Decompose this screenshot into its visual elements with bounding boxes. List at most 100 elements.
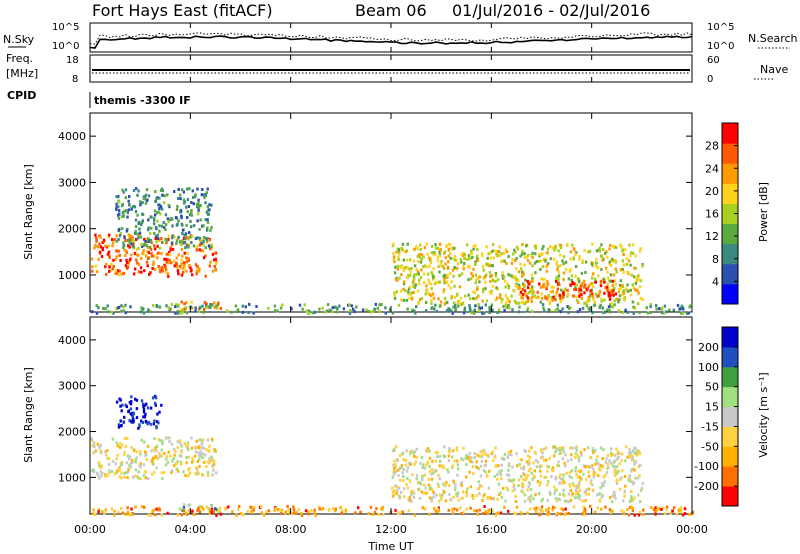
scatter-cell-559 xyxy=(117,237,120,241)
scatter-cell-1351 xyxy=(426,272,430,276)
scatter-cell-1660 xyxy=(562,293,565,296)
scatter-cell-1376 xyxy=(621,283,624,287)
scatter-cell-1081 xyxy=(604,266,608,270)
scatter-cell-1264 xyxy=(634,447,637,451)
scatter-cell-190 xyxy=(160,266,163,270)
scatter-cell-31 xyxy=(98,476,101,480)
scatter-cell-965 xyxy=(397,255,400,259)
scatter-cell-10 xyxy=(178,454,182,458)
scatter-cell-1131 xyxy=(554,246,557,250)
scatter-cell-758 xyxy=(348,312,352,315)
scatter-cell-250 xyxy=(119,442,122,446)
scatter-cell-1080 xyxy=(546,498,549,502)
scatter-cell-1441 xyxy=(524,292,528,296)
scatter-cell-696 xyxy=(454,303,457,307)
scatter-cell-585 xyxy=(183,302,186,306)
scatter-cell-1132 xyxy=(558,498,562,502)
scatter-cell-27 xyxy=(163,263,166,267)
scatter-cell-475 xyxy=(131,512,134,516)
scatter-cell-262 xyxy=(119,462,123,466)
scatter-cell-975 xyxy=(601,248,605,251)
scatter-cell-894 xyxy=(620,476,623,480)
scatter-cell-1294 xyxy=(601,258,604,262)
scatter-cell-1159 xyxy=(456,292,459,296)
scatter-cell-1028 xyxy=(497,482,501,486)
scatter-cell-1232 xyxy=(398,495,402,499)
scatter-cell-890 xyxy=(482,495,485,498)
scatter-cell-1419 xyxy=(521,270,524,274)
scatter-cell-132 xyxy=(187,473,190,477)
scatter-cell-33 xyxy=(101,471,104,475)
x-tick-label: 08:00 xyxy=(275,523,307,536)
scatter-cell-1196 xyxy=(430,488,434,492)
freq-label: Freq. xyxy=(6,52,33,65)
scatter-cell-817 xyxy=(571,446,574,450)
scatter-cell-526 xyxy=(206,218,209,222)
scatter-cell-1051 xyxy=(559,446,562,450)
scatter-cell-454 xyxy=(652,508,656,512)
scatter-cell-363 xyxy=(214,507,217,511)
scatter-cell-1021 xyxy=(569,498,573,502)
scatter-cell-947 xyxy=(608,262,611,266)
scatter-cell-541 xyxy=(394,508,397,512)
scatter-cell-1438 xyxy=(583,249,586,253)
scatter-cell-291 xyxy=(145,420,148,424)
scatter-cell-1300 xyxy=(484,470,487,474)
scatter-cell-0 xyxy=(193,454,197,458)
scatter-cell-1246 xyxy=(436,246,439,250)
scatter-cell-562 xyxy=(134,505,137,509)
scatter-cell-1017 xyxy=(536,480,540,484)
scatter-cell-1098 xyxy=(496,477,499,481)
scatter-cell-897 xyxy=(512,478,515,482)
scatter-cell-1183 xyxy=(562,449,566,453)
scatter-cell-1591 xyxy=(396,264,399,268)
scatter-cell-673 xyxy=(457,498,460,502)
scatter-cell-355 xyxy=(206,187,209,191)
scatter-cell-1605 xyxy=(520,301,523,305)
scatter-cell-262 xyxy=(171,247,175,251)
scatter-cell-236 xyxy=(161,442,164,446)
scatter-cell-1136 xyxy=(566,244,569,247)
scatter-cell-1224 xyxy=(600,299,603,303)
colorbar-segment xyxy=(722,263,738,285)
scatter-cell-1123 xyxy=(540,449,543,453)
scatter-cell-64 xyxy=(151,267,154,270)
scatter-cell-1304 xyxy=(576,277,580,281)
scatter-cell-1505 xyxy=(408,285,412,289)
scatter-cell-1243 xyxy=(425,463,428,467)
scatter-cell-1048 xyxy=(555,275,558,279)
scatter-cell-1310 xyxy=(423,281,426,284)
scatter-cell-789 xyxy=(395,445,398,449)
scatter-cell-791 xyxy=(174,311,177,315)
scatter-cell-1344 xyxy=(412,496,416,499)
scatter-cell-1569 xyxy=(589,282,592,286)
scatter-cell-160 xyxy=(108,265,111,269)
scatter-cell-1260 xyxy=(432,277,435,281)
scatter-cell-651 xyxy=(357,506,360,510)
scatter-cell-224 xyxy=(166,272,169,276)
scatter-cell-1261 xyxy=(412,259,416,263)
scatter-cell-1498 xyxy=(538,254,541,258)
scatter-cell-592 xyxy=(359,510,362,514)
scatter-cell-1040 xyxy=(486,496,490,500)
scatter-cell-538 xyxy=(197,198,200,202)
scatter-cell-837 xyxy=(451,449,455,453)
scatter-cell-785 xyxy=(554,308,557,312)
scatter-cell-1046 xyxy=(587,487,591,491)
scatter-cell-1021 xyxy=(420,253,424,257)
scatter-cell-195 xyxy=(171,469,174,473)
scatter-cell-1203 xyxy=(496,497,499,501)
scatter-cell-333 xyxy=(130,420,133,424)
scatter-cell-1532 xyxy=(538,252,541,256)
scatter-cell-999 xyxy=(482,287,485,291)
scatter-cell-1713 xyxy=(545,285,548,289)
scatter-cell-591 xyxy=(199,306,202,310)
scatter-cell-345 xyxy=(141,421,144,424)
scatter-cell-1202 xyxy=(541,455,544,459)
scatter-cell-872 xyxy=(632,311,635,315)
scatter-cell-724 xyxy=(615,480,618,484)
scatter-cell-204 xyxy=(124,254,127,257)
scatter-cell-800 xyxy=(507,305,510,309)
scatter-cell-79 xyxy=(108,471,111,475)
scatter-cell-753 xyxy=(236,308,240,312)
